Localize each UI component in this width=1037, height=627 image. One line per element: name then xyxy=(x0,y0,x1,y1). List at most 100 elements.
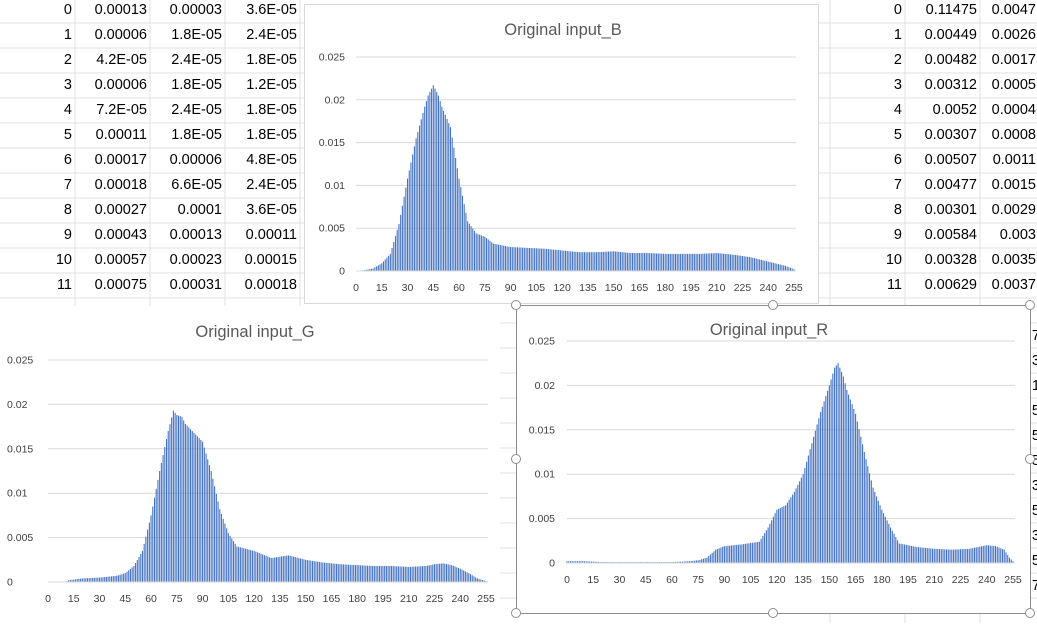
x-tick-label: 225 xyxy=(952,574,970,586)
sheet-cell[interactable]: 7 xyxy=(0,173,72,198)
sheet-cell[interactable]: 11 xyxy=(0,273,72,298)
sheet-cell[interactable]: 10 xyxy=(830,248,902,273)
sheet-cell[interactable]: 5 xyxy=(0,123,72,148)
sheet-cell[interactable]: 0.0001 xyxy=(150,198,222,223)
histogram-bar xyxy=(916,547,917,563)
sheet-cell[interactable]: 4.8E-05 xyxy=(225,148,297,173)
sheet-cell[interactable]: 3.6E-05 xyxy=(225,0,297,23)
sheet-cell[interactable]: 0.11475 xyxy=(905,0,977,23)
resize-handle-bottom-right[interactable] xyxy=(1025,608,1035,618)
sheet-cell[interactable]: 2.4E-05 xyxy=(150,48,222,73)
sheet-cell[interactable]: 3 xyxy=(830,73,902,98)
sheet-cell[interactable]: 0.00013 xyxy=(150,223,222,248)
sheet-cell[interactable]: 0.0052 xyxy=(905,98,977,123)
sheet-cell[interactable]: 0.00482 xyxy=(905,48,977,73)
sheet-cell[interactable]: 0.0011 xyxy=(980,148,1036,173)
sheet-cell[interactable]: 0.00006 xyxy=(150,148,222,173)
resize-handle-top-right[interactable] xyxy=(1025,300,1035,310)
sheet-cell[interactable]: 0 xyxy=(0,0,72,23)
sheet-cell[interactable]: 0.00011 xyxy=(225,223,297,248)
sheet-cell[interactable]: 1.8E-05 xyxy=(225,98,297,123)
sheet-cell[interactable]: 10 xyxy=(0,248,72,273)
sheet-cell[interactable]: 0.0026 xyxy=(980,23,1036,48)
sheet-cell[interactable]: 4.2E-05 xyxy=(75,48,147,73)
sheet-cell[interactable]: 7 xyxy=(830,173,902,198)
sheet-cell[interactable]: 0.00584 xyxy=(905,223,977,248)
resize-handle-bottom-left[interactable] xyxy=(511,608,521,618)
sheet-cell[interactable]: 0.00003 xyxy=(150,0,222,23)
sheet-cell[interactable]: 7.2E-05 xyxy=(75,98,147,123)
sheet-cell[interactable]: 1.8E-05 xyxy=(225,48,297,73)
sheet-cell[interactable]: 0.00018 xyxy=(75,173,147,198)
sheet-cell[interactable]: 0.00449 xyxy=(905,23,977,48)
sheet-cell[interactable]: 0 xyxy=(830,0,902,23)
x-tick-label: 195 xyxy=(374,593,392,605)
sheet-cell[interactable]: 1.2E-05 xyxy=(225,73,297,98)
sheet-cell[interactable]: 0.00043 xyxy=(75,223,147,248)
sheet-cell[interactable]: 0.003 xyxy=(980,223,1036,248)
sheet-cell[interactable]: 0.0004 xyxy=(980,98,1036,123)
sheet-cell[interactable]: 9 xyxy=(0,223,72,248)
sheet-cell[interactable]: 0.0015 xyxy=(980,173,1036,198)
sheet-cell[interactable]: 4 xyxy=(830,98,902,123)
sheet-cell[interactable]: 0.0037 xyxy=(980,273,1036,298)
sheet-cell[interactable]: 0.00328 xyxy=(905,248,977,273)
sheet-cell[interactable]: 5 xyxy=(830,123,902,148)
sheet-cell[interactable]: 1 xyxy=(830,23,902,48)
sheet-cell[interactable]: 0.00031 xyxy=(150,273,222,298)
sheet-cell[interactable]: 2.4E-05 xyxy=(150,98,222,123)
resize-handle-middle-right[interactable] xyxy=(1025,454,1035,464)
sheet-cell[interactable]: 0.00301 xyxy=(905,198,977,223)
sheet-cell[interactable]: 0.00075 xyxy=(75,273,147,298)
sheet-cell[interactable]: 0.00477 xyxy=(905,173,977,198)
sheet-cell[interactable]: 0.0047 xyxy=(980,0,1036,23)
sheet-cell[interactable]: 0.00011 xyxy=(75,123,147,148)
sheet-cell[interactable]: 2.4E-05 xyxy=(225,23,297,48)
sheet-cell[interactable]: 6.6E-05 xyxy=(150,173,222,198)
resize-handle-bottom-center[interactable] xyxy=(768,608,778,618)
sheet-cell[interactable]: 0.00507 xyxy=(905,148,977,173)
sheet-cell[interactable]: 1.8E-05 xyxy=(150,73,222,98)
resize-handle-middle-left[interactable] xyxy=(511,454,521,464)
sheet-cell[interactable]: 9 xyxy=(830,223,902,248)
sheet-cell[interactable]: 0.00027 xyxy=(75,198,147,223)
sheet-cell[interactable]: 1.8E-05 xyxy=(225,123,297,148)
sheet-cell[interactable]: 0.00057 xyxy=(75,248,147,273)
sheet-cell[interactable]: 0.00307 xyxy=(905,123,977,148)
sheet-cell[interactable]: 0.00006 xyxy=(75,23,147,48)
histogram-bar xyxy=(364,565,365,582)
sheet-cell[interactable]: 0.00006 xyxy=(75,73,147,98)
resize-handle-top-left[interactable] xyxy=(511,300,521,310)
sheet-cell[interactable]: 6 xyxy=(830,148,902,173)
sheet-cell[interactable]: 0.00013 xyxy=(75,0,147,23)
sheet-cell[interactable]: 1 xyxy=(0,23,72,48)
sheet-cell[interactable]: 2 xyxy=(830,48,902,73)
sheet-cell[interactable]: 0.0008 xyxy=(980,123,1036,148)
sheet-cell[interactable]: 1.8E-05 xyxy=(150,23,222,48)
x-tick-label: 0 xyxy=(564,574,570,586)
sheet-cell[interactable]: 3 xyxy=(0,73,72,98)
sheet-cell[interactable]: 8 xyxy=(0,198,72,223)
sheet-cell[interactable]: 11 xyxy=(830,273,902,298)
resize-handle-top-center[interactable] xyxy=(768,300,778,310)
sheet-cell[interactable]: 0.00629 xyxy=(905,273,977,298)
sheet-cell[interactable]: 4 xyxy=(0,98,72,123)
sheet-cell[interactable]: 0.0035 xyxy=(980,248,1036,273)
sheet-cell[interactable]: 0.00017 xyxy=(75,148,147,173)
sheet-cell[interactable]: 2.4E-05 xyxy=(225,173,297,198)
sheet-cell[interactable]: 3.6E-05 xyxy=(225,198,297,223)
sheet-cell[interactable]: 0.00023 xyxy=(150,248,222,273)
sheet-cell[interactable]: 0.0017 xyxy=(980,48,1036,73)
sheet-cell[interactable]: 8 xyxy=(830,198,902,223)
sheet-cell[interactable]: 1.8E-05 xyxy=(150,123,222,148)
sheet-cell[interactable]: 0.00018 xyxy=(225,273,297,298)
sheet-cell[interactable]: 6 xyxy=(0,148,72,173)
sheet-cell[interactable]: 0.00015 xyxy=(225,248,297,273)
sheet-cell[interactable]: 0.0029 xyxy=(980,198,1036,223)
sheet-cell[interactable]: 0.00312 xyxy=(905,73,977,98)
sheet-cell[interactable]: 2 xyxy=(0,48,72,73)
sheet-cell[interactable]: 0.0005 xyxy=(980,73,1036,98)
